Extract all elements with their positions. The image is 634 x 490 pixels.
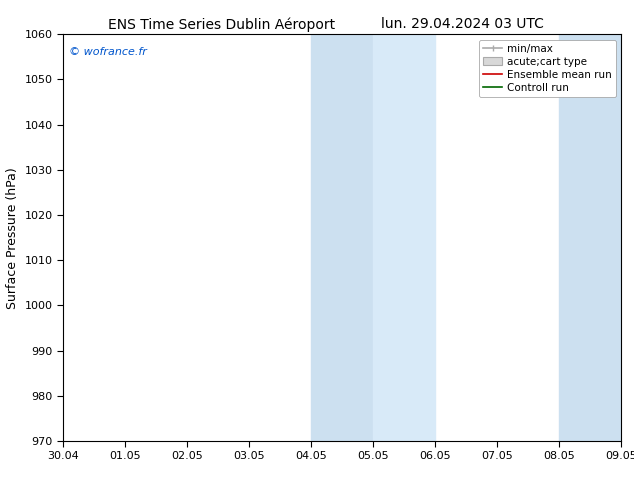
Bar: [621, 34, 634, 441]
Bar: [559, 34, 621, 441]
Y-axis label: Surface Pressure (hPa): Surface Pressure (hPa): [6, 167, 19, 309]
Text: © wofrance.fr: © wofrance.fr: [69, 47, 147, 56]
Bar: [311, 34, 373, 441]
Text: ENS Time Series Dublin Aéroport: ENS Time Series Dublin Aéroport: [108, 17, 335, 32]
Bar: [373, 34, 436, 441]
Text: lun. 29.04.2024 03 UTC: lun. 29.04.2024 03 UTC: [382, 17, 544, 31]
Legend: min/max, acute;cart type, Ensemble mean run, Controll run: min/max, acute;cart type, Ensemble mean …: [479, 40, 616, 97]
